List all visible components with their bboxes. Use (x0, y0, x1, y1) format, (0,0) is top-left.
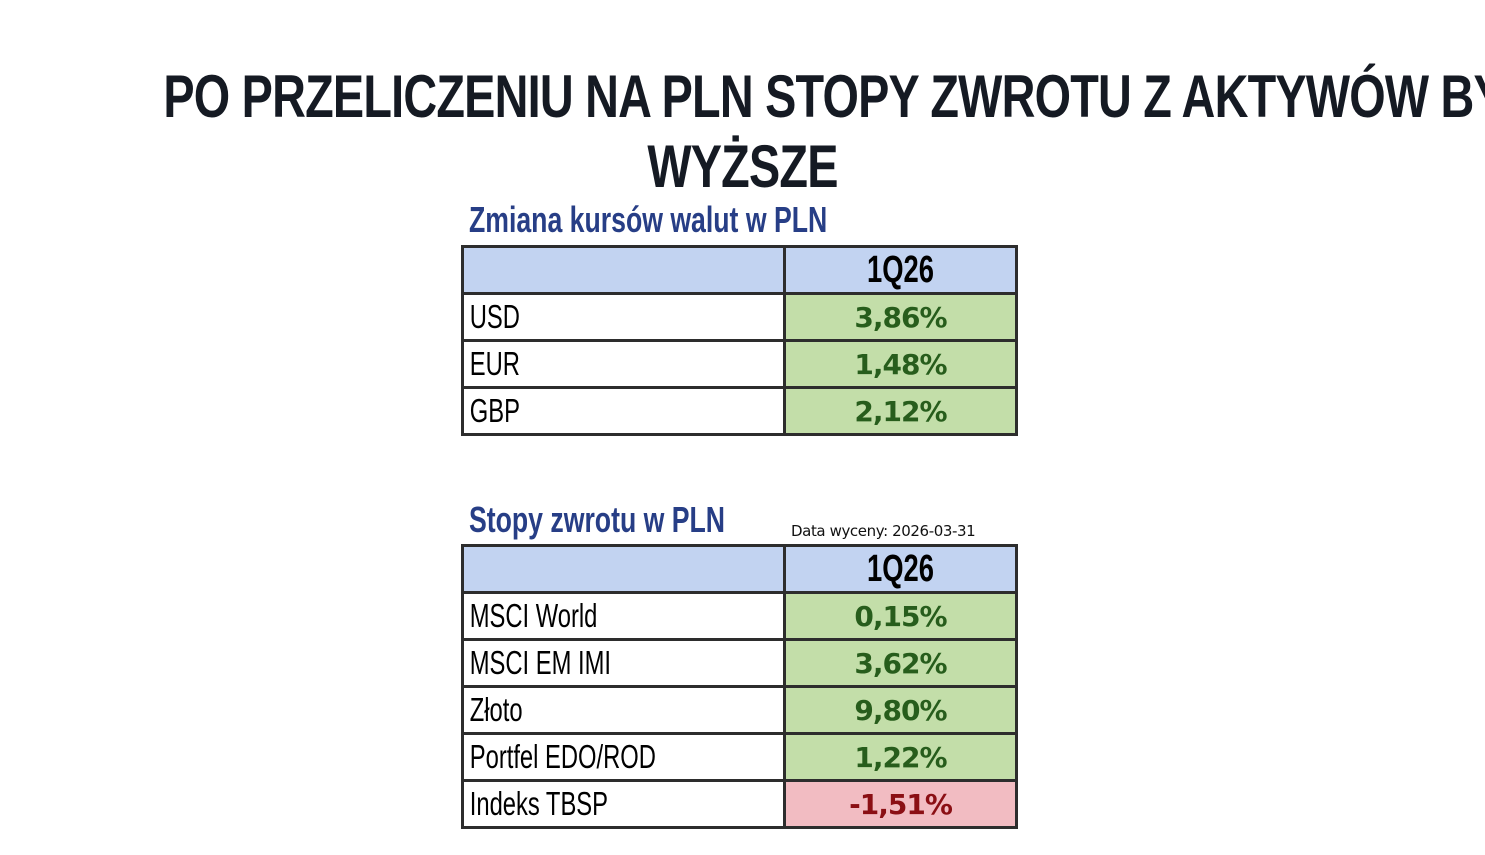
period-label: 1Q26 (867, 548, 934, 590)
header-empty-cell (461, 544, 786, 594)
row-label-cell: Złoto (461, 685, 786, 735)
table-header-row: 1Q26 (461, 544, 1018, 594)
currency-change-table: 1Q26 USD 3,86% EUR 1,48% GBP 2,12% (461, 245, 1018, 436)
table-row: Indeks TBSP -1,51% (461, 779, 1018, 829)
row-value-cell: 3,86% (783, 292, 1018, 342)
headline-line-1: PO PRZELICZENIU NA PLN STOPY ZWROTU Z AK… (163, 63, 1485, 131)
row-label-cell: MSCI World (461, 591, 786, 641)
header-empty-cell (461, 245, 786, 295)
headline-line-2: WYŻSZE (647, 133, 838, 201)
row-value-cell: 1,48% (783, 339, 1018, 389)
table-row: GBP 2,12% (461, 386, 1018, 436)
table-row: Złoto 9,80% (461, 685, 1018, 735)
table-row: MSCI EM IMI 3,62% (461, 638, 1018, 688)
valuation-date: Data wyceny: 2026-03-31 (791, 522, 976, 540)
row-value-cell: 0,15% (783, 591, 1018, 641)
table-row: USD 3,86% (461, 292, 1018, 342)
table-header-row: 1Q26 (461, 245, 1018, 295)
row-label-cell: GBP (461, 386, 786, 436)
row-label-cell: Indeks TBSP (461, 779, 786, 829)
row-label-cell: Portfel EDO/ROD (461, 732, 786, 782)
page-headline: PO PRZELICZENIU NA PLN STOPY ZWROTU Z AK… (163, 62, 1485, 202)
table-row: MSCI World 0,15% (461, 591, 1018, 641)
table-row: Portfel EDO/ROD 1,22% (461, 732, 1018, 782)
row-label-cell: MSCI EM IMI (461, 638, 786, 688)
row-label-cell: EUR (461, 339, 786, 389)
row-value-cell: 9,80% (783, 685, 1018, 735)
row-value-cell: -1,51% (783, 779, 1018, 829)
table-row: EUR 1,48% (461, 339, 1018, 389)
row-value-cell: 2,12% (783, 386, 1018, 436)
row-value-cell: 1,22% (783, 732, 1018, 782)
period-label: 1Q26 (867, 249, 934, 291)
header-period-cell: 1Q26 (783, 544, 1018, 594)
row-label-cell: USD (461, 292, 786, 342)
row-value-cell: 3,62% (783, 638, 1018, 688)
returns-table-title: Stopy zwrotu w PLN (469, 499, 726, 540)
currency-table-title: Zmiana kursów walut w PLN (469, 199, 828, 240)
returns-table: 1Q26 MSCI World 0,15% MSCI EM IMI 3,62% … (461, 544, 1018, 829)
header-period-cell: 1Q26 (783, 245, 1018, 295)
